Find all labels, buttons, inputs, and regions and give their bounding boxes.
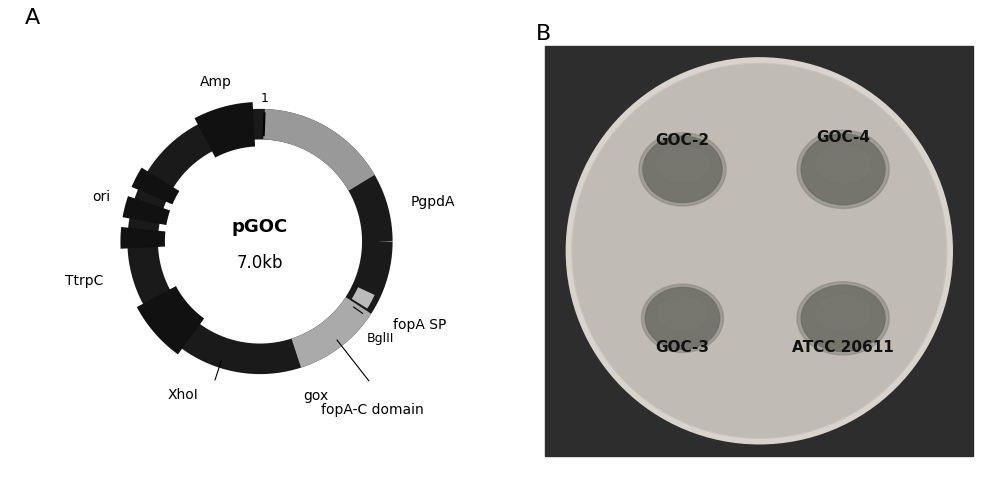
Text: 1: 1 bbox=[261, 91, 269, 105]
Text: pGOC: pGOC bbox=[232, 217, 288, 235]
Ellipse shape bbox=[658, 298, 707, 330]
Text: Amp: Amp bbox=[200, 75, 232, 89]
Ellipse shape bbox=[657, 147, 708, 182]
Ellipse shape bbox=[642, 285, 723, 353]
Text: BglII: BglII bbox=[367, 332, 394, 345]
Text: A: A bbox=[25, 8, 41, 28]
Text: ori: ori bbox=[92, 189, 110, 203]
Ellipse shape bbox=[801, 135, 885, 205]
Text: PgpdA: PgpdA bbox=[411, 195, 456, 209]
Ellipse shape bbox=[816, 296, 870, 331]
Circle shape bbox=[573, 65, 946, 437]
Text: GOC-4: GOC-4 bbox=[816, 130, 870, 145]
Ellipse shape bbox=[801, 286, 885, 352]
Text: ATCC 20611: ATCC 20611 bbox=[792, 339, 894, 354]
Text: B: B bbox=[536, 24, 551, 44]
Text: fopA-C domain: fopA-C domain bbox=[321, 402, 424, 416]
Ellipse shape bbox=[797, 131, 889, 209]
Text: GOC-2: GOC-2 bbox=[655, 132, 710, 147]
Text: gox: gox bbox=[303, 388, 328, 402]
Ellipse shape bbox=[797, 282, 889, 355]
Circle shape bbox=[568, 61, 950, 442]
Text: GOC-3: GOC-3 bbox=[655, 339, 709, 354]
Ellipse shape bbox=[645, 288, 720, 349]
Text: XhoI: XhoI bbox=[168, 387, 198, 401]
Ellipse shape bbox=[639, 134, 726, 207]
Text: TtrpC: TtrpC bbox=[65, 274, 104, 288]
Ellipse shape bbox=[643, 137, 722, 203]
Text: fopA SP: fopA SP bbox=[393, 318, 446, 332]
Ellipse shape bbox=[816, 146, 870, 183]
Bar bbox=[545, 47, 973, 456]
Text: 7.0kb: 7.0kb bbox=[237, 253, 283, 271]
